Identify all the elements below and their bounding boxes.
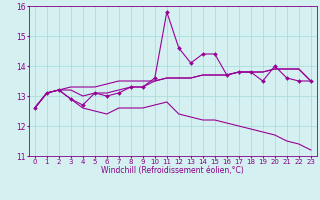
X-axis label: Windchill (Refroidissement éolien,°C): Windchill (Refroidissement éolien,°C) <box>101 166 244 175</box>
